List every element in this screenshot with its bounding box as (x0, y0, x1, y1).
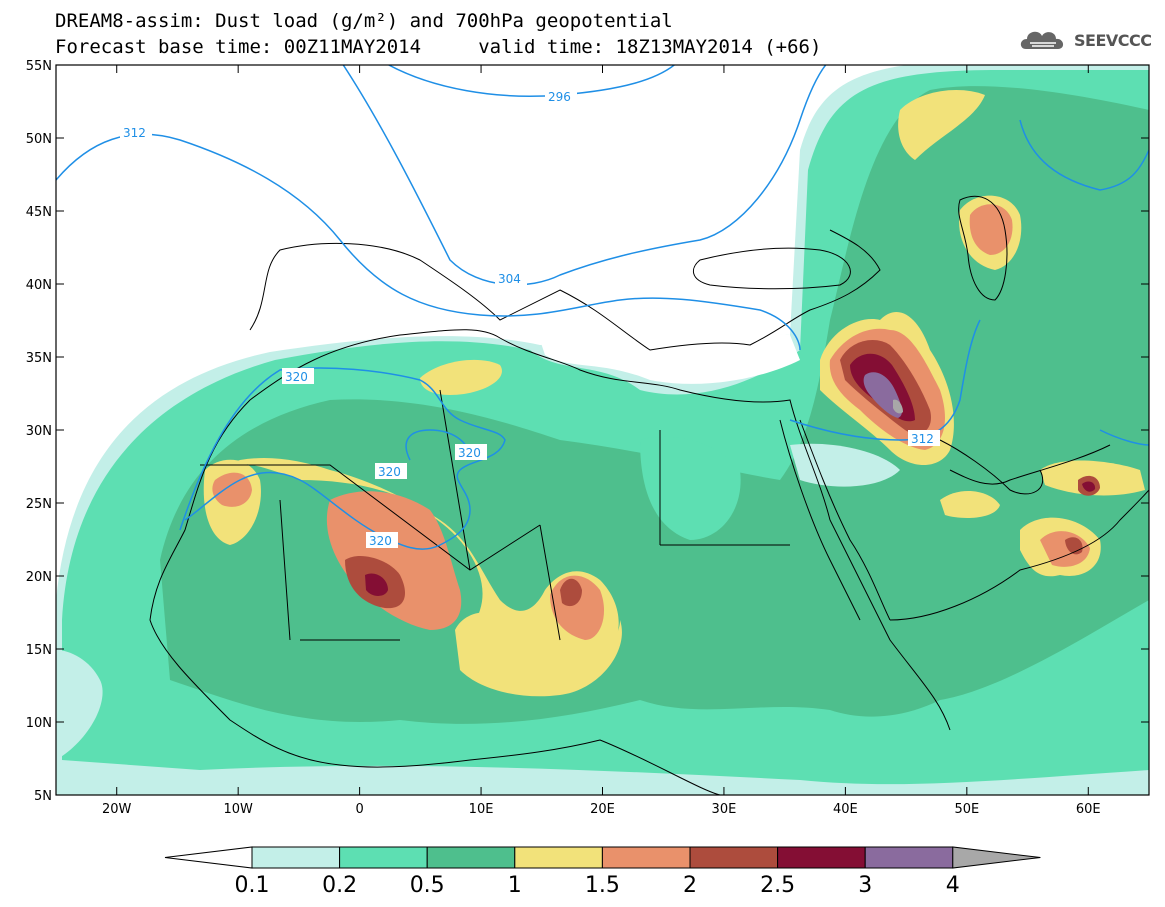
dust-1.5-sahara (326, 491, 462, 630)
dust-4-iraq (893, 399, 903, 414)
contour-label-320-b: 320 (458, 446, 481, 460)
dust-0.1-patch-nw-africa (56, 650, 103, 760)
lon-tick-label: 20W (102, 802, 132, 817)
lon-tick-label: 40E (833, 802, 858, 817)
contour-312-north (56, 119, 1149, 351)
lat-tick-label: 30N (26, 424, 52, 439)
colorbar-label: 0.2 (322, 873, 357, 898)
colorbar-label: 1 (508, 873, 522, 898)
colorbar-swatch (251, 846, 341, 869)
lat-tick-label: 20N (26, 570, 52, 585)
lat-tick-label: 55N (26, 59, 52, 74)
lat-tick-label: 35N (26, 351, 52, 366)
contour-label-304: 304 (498, 272, 521, 286)
coastlines (149, 195, 1149, 795)
contour-label-320-a: 320 (285, 370, 308, 384)
dust-1-tunisia (420, 359, 502, 395)
contour-304 (342, 65, 827, 286)
colorbar-label: 2 (683, 873, 697, 898)
lat-tick-label: 40N (26, 278, 52, 293)
lon-tick-label: 30E (712, 802, 737, 817)
colorbar-label: 4 (946, 873, 960, 898)
dust-3-iraq (863, 372, 902, 418)
colorbar-high-arrow (952, 846, 1041, 869)
lat-tick-label: 5N (34, 789, 52, 804)
lon-tick-label: 20E (590, 802, 615, 817)
contour-label-320-c: 320 (378, 465, 401, 479)
lat-tick-label: 10N (26, 716, 52, 731)
axis-ticks: 20W 10W 0 10E 20E 30E 40E 50E 60E 55N 50N 45N 40N 35N… (26, 59, 1149, 817)
forecast-times: Forecast base time: 00Z11MAY2014 valid t… (55, 36, 822, 58)
dust-1.5-west (212, 472, 252, 507)
colorbar-swatch (514, 846, 603, 869)
dust-2.5-iran (1082, 481, 1096, 492)
contour-labels: 296 312 304 312 320 320 320 320 (120, 88, 940, 548)
lon-tick-label: 10W (223, 802, 253, 817)
lon-tick-label: 10E (469, 802, 494, 817)
lat-tick-label: 45N (26, 205, 52, 220)
contour-label-312: 312 (123, 126, 146, 140)
dust-0.2-patch-egypt (640, 436, 741, 540)
colorbar-label: 0.1 (235, 873, 270, 898)
dust-2-niger (560, 578, 582, 607)
colorbar-label: 3 (858, 873, 872, 898)
colorbar-swatch (339, 846, 428, 869)
colorbar-label: 0.5 (410, 873, 445, 898)
caspian-sea (958, 195, 1008, 301)
country-borders-sahara (200, 389, 790, 641)
cloud-icon (1020, 31, 1064, 49)
colorbar-label: 2.5 (760, 873, 795, 898)
map-plot-area: 296 312 304 312 320 320 320 320 (56, 65, 1149, 795)
colorbar-swatch (689, 846, 779, 869)
dust-1-kazakh (898, 90, 985, 160)
colorbar-swatch (864, 846, 954, 869)
dust-1-sahel-east (455, 611, 622, 697)
logo-text: SEEVCCC (1074, 30, 1152, 50)
lat-tick-label: 15N (26, 643, 52, 658)
colorbar-label: 1.5 (585, 873, 620, 898)
seevccc-logo: SEEVCCC (1018, 26, 1152, 54)
colorbar-swatch (601, 846, 691, 869)
contour-label-320-d: 320 (369, 534, 392, 548)
dust-1-uae (940, 490, 1000, 518)
colorbar-swatch (426, 846, 516, 869)
lat-tick-label: 50N (26, 132, 52, 147)
colorbar: 0.1 0.2 0.5 1 1.5 2 2.5 3 4 (164, 846, 1041, 898)
contour-label-312-iraq: 312 (911, 432, 934, 446)
persian-gulf (939, 439, 1044, 495)
colorbar-low-arrow (164, 846, 253, 869)
lon-tick-label: 0 (355, 802, 363, 817)
lon-tick-label: 50E (954, 802, 979, 817)
dust-2.5-sahara (365, 573, 388, 596)
lon-tick-label: 60E (1076, 802, 1101, 817)
lat-tick-label: 25N (26, 497, 52, 512)
contour-label-296: 296 (548, 90, 571, 104)
europe-coast (249, 229, 881, 351)
red-sea (779, 419, 891, 621)
map-title: DREAM8-assim: Dust load (g/m²) and 700hP… (55, 10, 673, 32)
dust-0.1-patch-arabia (790, 443, 900, 487)
black-sea (692, 247, 851, 290)
colorbar-swatch (777, 846, 866, 869)
contour-320 (179, 367, 506, 550)
arabia-coast (889, 444, 1149, 621)
